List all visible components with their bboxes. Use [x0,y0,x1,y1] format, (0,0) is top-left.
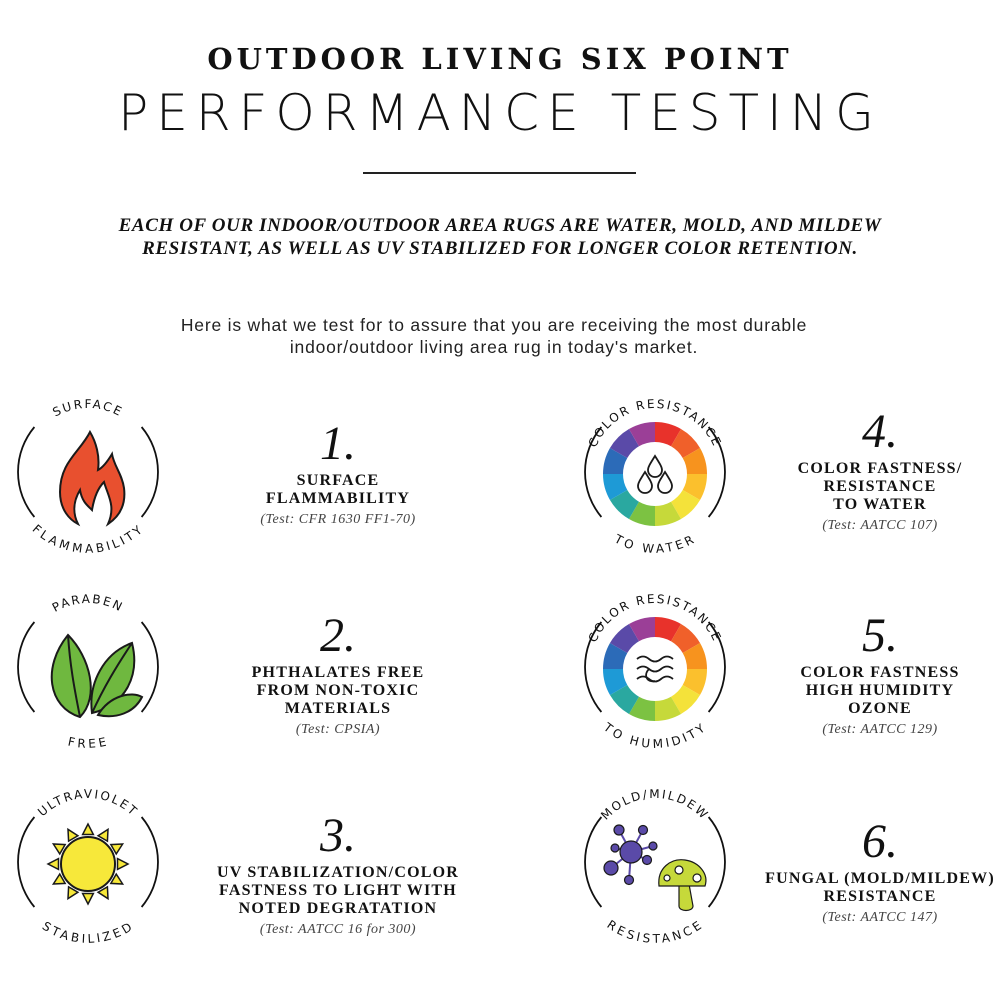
test-standard: (Test: AATCC 147) [822,910,938,925]
color-wheel-segment [629,696,655,721]
test-name: COLOR FASTNESS/ RESISTANCE TO WATER [797,460,963,513]
test-standard: (Test: CFR 1630 FF1-70) [260,512,416,527]
flame-icon [58,429,126,527]
test-item-4: 4. COLOR FASTNESS/ RESISTANCE TO WATER (… [740,408,1000,534]
color-wheel-segment [671,490,701,520]
color-wheel [603,422,707,526]
badge-bottom-label: STABILIZED [40,919,136,946]
test-name: FUNGAL (MOLD/MILDEW) RESISTANCE [765,870,995,905]
test-number: 3. [320,809,356,862]
color-wheel-segment [609,623,639,653]
test-number: 5. [862,609,898,662]
leaves-icon [50,633,144,719]
badge-bottom-label: FLAMMABILITY [30,522,147,556]
intro-text: EACH OF OUR INDOOR/OUTDOOR AREA RUGS ARE… [0,214,1000,260]
badge-top-label: SURFACE [50,397,125,420]
badge-arc-right [707,426,726,518]
badge-bottom-label: TO WATER [611,531,697,556]
badge-top-label: ULTRAVIOLET [35,787,141,819]
color-wheel-segment [603,669,628,695]
test-standard: (Test: AATCC 129) [822,722,938,737]
badge-bottom-label: FREE [67,734,110,751]
test-name: COLOR FASTNESS HIGH HUMIDITY OZONE [800,664,960,717]
badge-3: ULTRAVIOLET STABILIZED [8,782,168,946]
color-wheel-segment [655,501,681,526]
badge-arc-right [140,426,159,518]
color-wheel-segment [603,643,628,669]
test-item-2: 2. PHTHALATES FREE FROM NON-TOXIC MATERI… [198,612,478,738]
badge-2: PARABEN FREE [8,587,168,751]
color-wheel-segment [682,669,707,695]
badge-bottom-label: TO HUMIDITY [600,719,709,751]
test-number: 6. [862,815,898,868]
color-wheel-segment [655,617,681,642]
intro-line: EACH OF OUR INDOOR/OUTDOOR AREA RUGS ARE… [118,215,882,236]
color-wheel-segment [671,428,701,458]
intro-line: RESISTANT, AS WELL AS UV STABILIZED FOR … [142,238,858,259]
humidity-waves-icon [636,655,674,683]
color-wheel-segment [629,501,655,526]
badge-bottom-label: RESISTANCE [604,917,705,946]
test-standard: (Test: CPSIA) [295,722,381,737]
test-name: SURFACE FLAMMABILITY [265,472,411,507]
badge-6: MOLD/MILDEW RESISTANCE [575,782,735,946]
badge-top-label: PARABEN [50,592,126,615]
badge-5: COLOR RESISTANCE TO HUMIDITY [575,587,735,751]
test-item-5: 5. COLOR FASTNESS HIGH HUMIDITY OZONE (T… [740,612,1000,738]
color-wheel-segment [609,428,639,458]
test-name: UV STABILIZATION/COLOR FASTNESS TO LIGHT… [216,864,459,917]
test-number: 2. [320,609,356,662]
badge-arc-left [17,621,36,713]
badge-arc-right [707,816,726,908]
color-wheel-segment [671,623,701,653]
sun-icon [46,822,130,906]
test-item-6: 6. FUNGAL (MOLD/MILDEW) RESISTANCE (Test… [740,818,1000,926]
color-wheel-segment [629,617,655,642]
test-standard: (Test: AATCC 107) [822,518,938,533]
color-wheel-segment [629,422,655,447]
badge-arc-right [140,816,159,908]
test-number: 4. [862,405,898,458]
color-wheel-segment [609,490,639,520]
color-wheel-segment [609,685,639,715]
badge-arc-right [707,621,726,713]
badge-4: COLOR RESISTANCE TO WATER [575,392,735,556]
title-divider [363,172,636,174]
test-name: PHTHALATES FREE FROM NON-TOXIC MATERIALS [251,664,425,717]
color-wheel-segment [655,696,681,721]
sub-line: indoor/outdoor living area rug in today'… [289,337,699,357]
test-item-1: 1. SURFACE FLAMMABILITY (Test: CFR 1630 … [198,420,478,528]
color-wheel-segment [603,474,628,500]
water-drops-icon [637,454,673,494]
sub-line: Here is what we test for to assure that … [180,315,808,335]
page-title: PERFORMANCE TESTING [118,84,882,142]
color-wheel-segment [655,422,681,447]
badge-top-label: MOLD/MILDEW [598,787,712,823]
badge-arc-left [17,426,36,518]
page-kicker: OUTDOOR LIVING SIX POINT [207,42,793,76]
test-standard: (Test: AATCC 16 for 300) [259,922,417,937]
test-number: 1. [320,417,356,470]
test-item-3: 3. UV STABILIZATION/COLOR FASTNESS TO LI… [198,812,478,938]
badge-arc-left [584,621,603,713]
badge-1: SURFACE FLAMMABILITY [8,392,168,556]
badge-arc-left [584,816,603,908]
color-wheel-segment [671,685,701,715]
badge-arc-left [584,426,603,518]
color-wheel-segment [682,448,707,474]
badge-arc-left [17,816,36,908]
badge-arc-right [140,621,159,713]
color-wheel [603,617,707,721]
sub-text: Here is what we test for to assure that … [0,314,988,358]
color-wheel-segment [682,474,707,500]
color-wheel-segment [682,643,707,669]
color-wheel-segment [603,448,628,474]
mold-mushroom-icon [603,824,707,912]
